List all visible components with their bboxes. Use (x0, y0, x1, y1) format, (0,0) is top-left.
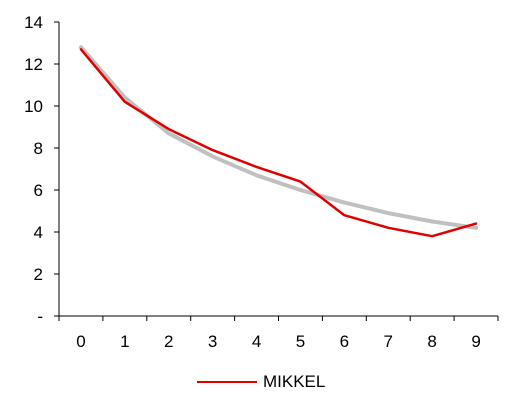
y-tick-label: 12 (24, 55, 43, 74)
x-tick-label: 7 (384, 332, 393, 351)
x-tick-label: 2 (164, 332, 173, 351)
series-line-mikkel (79, 48, 478, 238)
y-tick-label: 4 (34, 223, 43, 242)
x-tick-label: 3 (208, 332, 217, 351)
x-tick-label: 5 (296, 332, 305, 351)
y-tick-label: 8 (34, 139, 43, 158)
y-tick-label: - (37, 307, 43, 326)
y-tick-label: 10 (24, 97, 43, 116)
y-tick-label: 14 (24, 13, 43, 32)
x-axis-ticks: 0 1 2 3 4 5 6 7 8 9 (58, 316, 499, 351)
x-tick-label: 9 (471, 332, 480, 351)
legend: MIKKEL (197, 372, 325, 392)
legend-swatch-mikkel (197, 381, 257, 383)
y-tick-label: 6 (34, 181, 43, 200)
x-tick-label: 6 (340, 332, 349, 351)
series-line-trend (78, 45, 479, 230)
axes (58, 22, 498, 317)
x-tick-label: 0 (76, 332, 85, 351)
y-tick-label: 2 (34, 265, 43, 284)
x-tick-label: 4 (252, 332, 261, 351)
series-lines (78, 45, 479, 238)
x-tick-label: 1 (120, 332, 129, 351)
y-axis-ticks: - 2 4 6 8 10 12 14 (24, 13, 59, 326)
x-tick-label: 8 (427, 332, 436, 351)
legend-label-mikkel: MIKKEL (263, 372, 326, 391)
